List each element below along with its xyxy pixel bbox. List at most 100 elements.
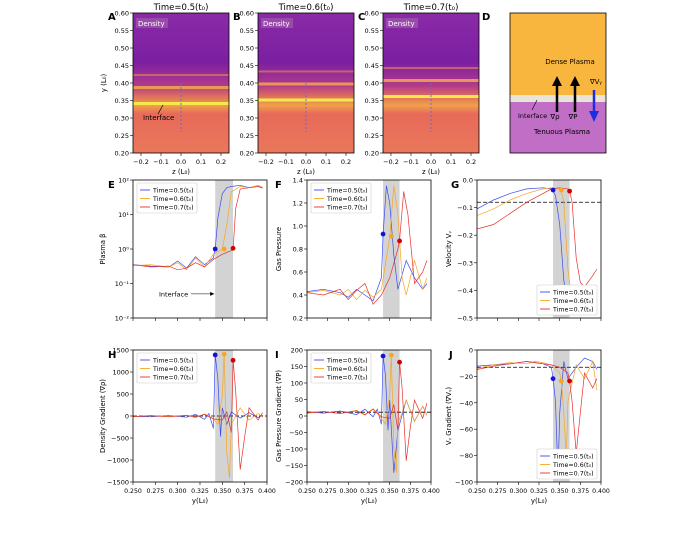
interface-marker-1 <box>212 246 218 252</box>
y-tick-label: −100 <box>455 479 473 487</box>
interface-marker-3 <box>397 238 402 244</box>
y-tick-label: −500 <box>111 435 129 443</box>
x-tick-label: 0.300 <box>339 488 357 495</box>
legend-label-3: Time=0.7(t₀) <box>552 470 594 477</box>
interface-marker-2 <box>558 378 564 384</box>
y-tick-label: 0.25 <box>240 132 254 140</box>
y-tick-label: 0.60 <box>365 10 379 18</box>
panel-letter: G <box>451 180 459 191</box>
panel-letter: E <box>108 180 115 191</box>
y-tick-label: 0.45 <box>240 62 254 70</box>
x-tick-label: 0.300 <box>509 488 527 495</box>
x-tick-label: 0.250 <box>468 488 486 495</box>
legend-label-3: Time=0.7(t₀) <box>326 374 368 381</box>
density-stripe <box>133 74 229 76</box>
y-tick-label: 0 <box>299 413 303 421</box>
y-tick-label: −1500 <box>107 479 129 487</box>
y-tick-label: −200 <box>285 479 303 487</box>
legend: Time=0.5(t₀) Time=0.6(t₀)Time=0.7(t₀) <box>536 448 598 480</box>
density-badge: Density <box>138 20 165 28</box>
y-tick-label: 1500 <box>112 347 129 355</box>
x-tick-label: 0.275 <box>319 488 337 495</box>
y-tick-label: 0.60 <box>115 10 129 18</box>
legend-box <box>136 352 198 384</box>
x-tick-label: 0.1 <box>446 158 456 166</box>
panel-letter: I <box>275 350 279 361</box>
chart-panel-j: 0−20−40−60−80−1000.250 0.275 0.300 0.325 0.3… <box>445 347 610 506</box>
x-tick-label: −0.1 <box>403 158 419 166</box>
legend-box <box>310 352 372 384</box>
interface-marker-1 <box>212 352 218 358</box>
legend-label-2: Time=0.6(t₀) <box>152 366 194 373</box>
x-tick-label: 0.400 <box>422 488 440 495</box>
y-tick-label: −80 <box>459 452 473 460</box>
chart-panel-f: 1.4 1.2 1.0 0.8 0.6 0.4 0.2 Gas Pressure F Time=0… <box>275 177 432 323</box>
interface-marker-1 <box>380 231 386 237</box>
x-axis-label: y(L₀) <box>531 497 548 505</box>
x-tick-label: 0.0 <box>426 158 436 166</box>
density-badge-bg <box>261 18 293 28</box>
x-tick-label: 0.275 <box>489 488 507 495</box>
y-tick-label: 10¹ <box>118 211 129 219</box>
interface-marker-2 <box>388 352 394 358</box>
x-tick-label: 0.0 <box>301 158 311 166</box>
interface-marker-2 <box>388 233 394 239</box>
interface-shade <box>383 350 400 482</box>
x-tick-label: 0.325 <box>191 488 209 495</box>
legend: Time=0.5(t₀) Time=0.6(t₀)Time=0.7(t₀) <box>310 352 372 384</box>
interface-marker-2 <box>221 351 227 357</box>
panel-title: Time=0.5(t₀) <box>153 3 209 13</box>
y-tick-label: 0.2 <box>293 315 303 323</box>
y-tick-label: 10⁻¹ <box>115 280 130 288</box>
y-tick-label: −1000 <box>107 457 129 465</box>
grad-rho-arrow-label: ∇ρ <box>549 113 560 121</box>
x-tick-label: 0.1 <box>196 158 206 166</box>
panel-letter: J <box>448 350 453 361</box>
series-line-3 <box>133 186 263 271</box>
legend: Time=0.5(t₀) Time=0.6(t₀)Time=0.7(t₀) <box>136 182 198 214</box>
legend-label-2: Time=0.6(t₀) <box>326 196 368 203</box>
legend-box <box>536 284 598 316</box>
y-tick-label: 0.20 <box>115 150 129 158</box>
y-tick-label: −40 <box>459 399 473 407</box>
y-tick-label: 0.45 <box>115 62 129 70</box>
density-panel-a: Density Time=0.5(t₀) A −0.2 −0.1 0.0 0.1 0.2 z (… <box>100 3 230 176</box>
legend-label-3: Time=0.7(t₀) <box>326 204 368 211</box>
y-axis-label: Gas Pressure <box>275 227 283 271</box>
x-tick-label: 0.400 <box>592 488 610 495</box>
y-tick-label: −0.5 <box>457 315 473 323</box>
y-axis-label: Plasma β <box>99 234 107 265</box>
x-tick-label: 0.375 <box>401 488 419 495</box>
legend: Time=0.5(t₀) Time=0.6(t₀)Time=0.7(t₀) <box>310 182 372 214</box>
y-tick-label: 1.4 <box>293 177 303 185</box>
legend-label-2: Time=0.6(t₀) <box>152 196 194 203</box>
panel-letter: A <box>108 12 116 23</box>
y-tick-label: −100 <box>285 446 303 454</box>
y-tick-label: 200 <box>291 347 303 355</box>
panel-letter: C <box>358 12 365 23</box>
legend-label-1: Time=0.5(t₀) <box>552 453 594 460</box>
x-tick-label: 0.400 <box>258 488 276 495</box>
series-line-2 <box>307 185 428 301</box>
y-tick-label: −150 <box>285 462 303 470</box>
density-badge-bg <box>136 18 168 28</box>
legend-box <box>310 182 372 214</box>
y-tick-label: 0 <box>125 413 129 421</box>
panel-letter: D <box>482 12 490 23</box>
x-tick-label: 0.250 <box>124 488 142 495</box>
y-tick-label: 0 <box>469 347 473 355</box>
legend-label-1: Time=0.5(t₀) <box>152 357 194 364</box>
legend-label-1: Time=0.5(t₀) <box>326 187 368 194</box>
x-tick-label: 0.250 <box>298 488 316 495</box>
y-tick-label: 1.2 <box>293 200 303 208</box>
x-axis-label: z (L₀) <box>172 168 190 176</box>
y-tick-label: 1.0 <box>293 223 303 231</box>
y-tick-label: 0.50 <box>365 45 379 53</box>
series-line-3 <box>307 362 428 461</box>
x-tick-label: 0.350 <box>551 488 569 495</box>
interface-marker-3 <box>397 359 402 365</box>
x-tick-label: 0.275 <box>146 488 164 495</box>
legend-label-1: Time=0.5(t₀) <box>552 289 594 296</box>
density-badge: Density <box>263 20 290 28</box>
panel-letter: B <box>233 12 241 23</box>
